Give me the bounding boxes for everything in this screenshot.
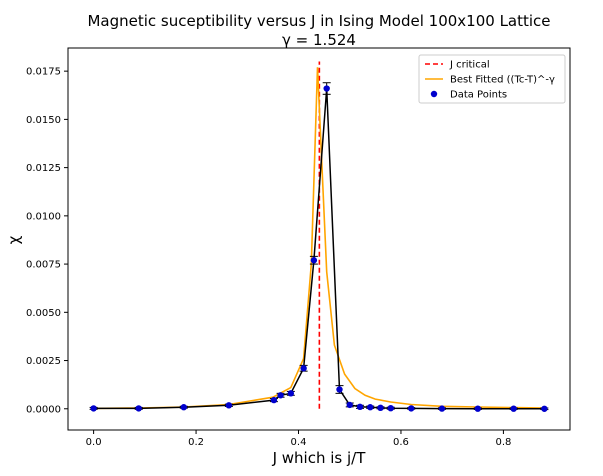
data-point (277, 392, 284, 399)
data-point (408, 405, 415, 412)
data-point (323, 85, 330, 92)
data-point (541, 405, 548, 412)
y-tick-label: 0.0000 (26, 404, 61, 415)
y-tick-label: 0.0050 (26, 308, 61, 319)
data-point (367, 404, 374, 411)
y-tick-label: 0.0025 (26, 356, 61, 367)
x-axis-label: J which is j/T (272, 449, 367, 467)
data-point (135, 405, 142, 412)
chart-title: Magnetic suceptibility versus J in Ising… (87, 12, 550, 30)
legend-box (418, 54, 566, 104)
legend-label-points: Data Points (450, 90, 507, 101)
y-axis-label: χ (5, 235, 23, 244)
x-tick-label: 0.2 (188, 437, 204, 448)
fit-curve (93, 67, 545, 410)
data-point (387, 404, 394, 412)
data-point (510, 405, 517, 412)
legend-label-jcritical: J critical (449, 60, 490, 71)
data-point (356, 403, 364, 411)
legend-label-fit: Best Fitted ((Tc-T)^-γ (450, 75, 555, 86)
x-tick-label: 0.4 (291, 437, 307, 448)
legend-swatch-points (430, 90, 438, 98)
chart-subtitle: γ = 1.524 (282, 31, 356, 49)
y-tick-label: 0.0075 (26, 260, 61, 271)
y-tick-label: 0.0175 (26, 67, 61, 78)
x-tick-label: 0.0 (86, 437, 102, 448)
data-point (270, 396, 278, 404)
data-point (287, 390, 295, 397)
y-tick-label: 0.0125 (26, 163, 61, 174)
y-tick-label: 0.0150 (26, 115, 61, 126)
data-point (300, 365, 307, 372)
data-point (438, 405, 446, 412)
data-point (336, 386, 343, 393)
plot-area: 0.0 0.2 0.4 0.6 0.8 0.0000 0.0025 0.0050 0.0075 0… (26, 47, 571, 448)
plot-frame (67, 47, 571, 431)
data-point (225, 402, 233, 409)
x-tick-label: 0.6 (393, 437, 409, 448)
y-tick-label: 0.0100 (26, 211, 61, 222)
data-point (180, 404, 187, 411)
data-point (310, 257, 318, 264)
data-point (90, 405, 97, 412)
x-tick-label: 0.8 (495, 437, 511, 448)
data-point (377, 404, 384, 412)
data-point (474, 405, 481, 412)
data-point (346, 401, 353, 409)
